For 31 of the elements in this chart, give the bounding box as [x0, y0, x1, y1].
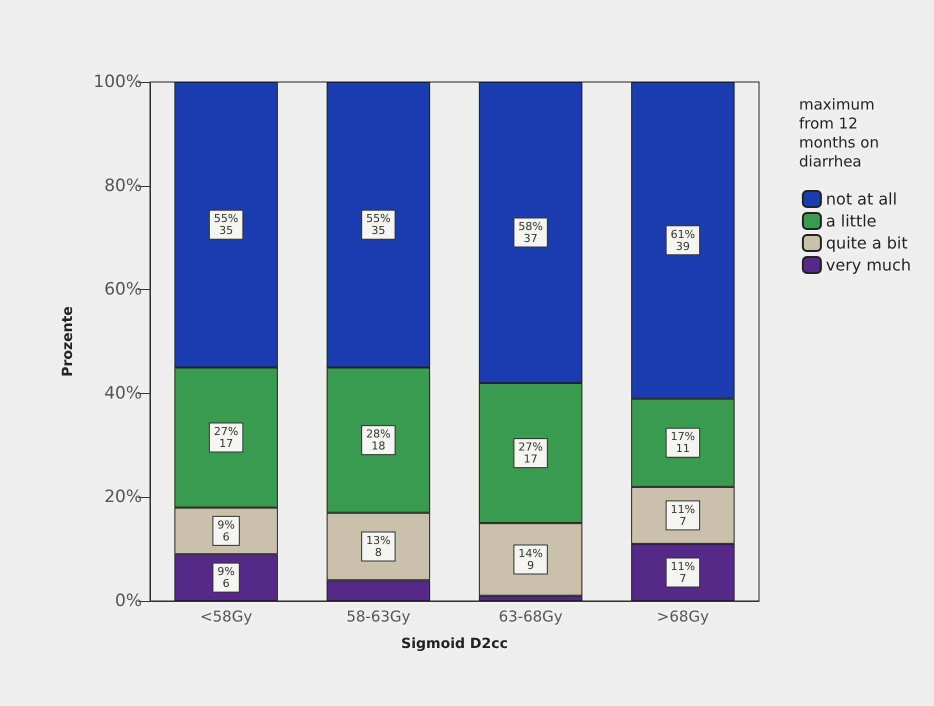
legend-label: not at all	[826, 190, 898, 208]
y-axis-title: Prozente	[60, 306, 76, 377]
data-label: 9% 6	[217, 565, 235, 590]
x-tick-label: >68Gy	[656, 608, 710, 626]
x-tick-label: 58-63Gy	[346, 608, 411, 626]
y-tick-label: 0%	[115, 591, 142, 611]
data-label: 55% 35	[214, 212, 238, 238]
data-label: 13% 8	[366, 534, 391, 560]
legend-label: very much	[826, 256, 911, 274]
data-label: 61% 39	[670, 228, 696, 253]
y-tick-label: 20%	[104, 487, 142, 508]
data-label: 11% 7	[670, 560, 696, 585]
x-tick-label: 63-68Gy	[498, 608, 563, 626]
y-tick-label: 80%	[104, 176, 142, 196]
y-tick-label: 40%	[104, 383, 142, 404]
y-tick-label: 60%	[104, 280, 142, 300]
x-axis-title: Sigmoid D2cc	[401, 636, 508, 652]
x-tick-label: <58Gy	[200, 608, 252, 626]
data-label: 11% 7	[670, 502, 696, 528]
data-label: 17% 11	[670, 430, 696, 456]
data-label: 27% 17	[518, 440, 543, 466]
data-label: 14% 9	[518, 546, 543, 572]
data-label: 28% 18	[366, 428, 391, 453]
y-tick-label: 100%	[93, 72, 142, 92]
legend-title: maximum from 12 months on diarrhea	[799, 96, 884, 170]
data-label: 9% 6	[217, 518, 235, 544]
data-label: 58% 37	[518, 220, 543, 246]
legend-label: a little	[826, 212, 877, 230]
data-label: 27% 17	[214, 425, 238, 450]
legend-label: quite a bit	[826, 234, 908, 252]
data-label: 55% 35	[366, 212, 391, 238]
